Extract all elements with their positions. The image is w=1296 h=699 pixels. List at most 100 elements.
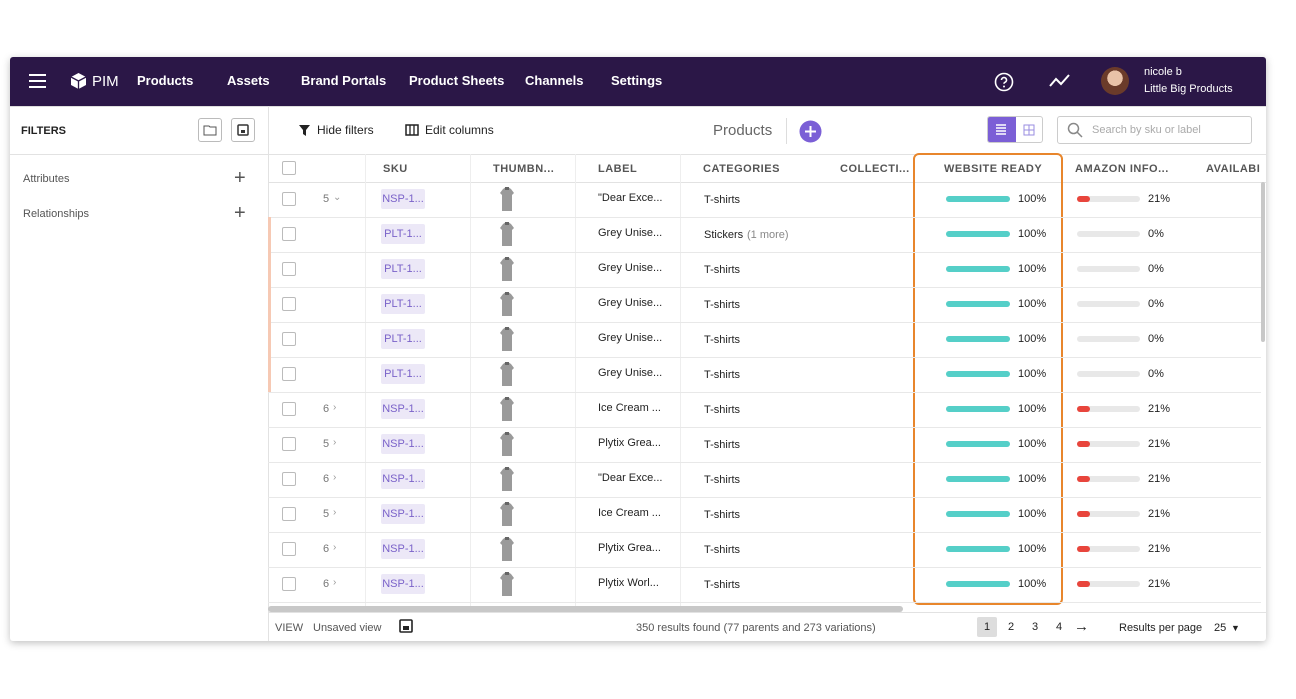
product-label[interactable]: Grey Unise...	[598, 297, 663, 309]
vertical-scrollbar[interactable]	[1261, 182, 1265, 342]
sku-badge[interactable]: NSP-1...	[381, 574, 425, 594]
row-checkbox[interactable]	[282, 507, 296, 521]
product-label[interactable]: Plytix Worl...	[598, 577, 659, 589]
product-label[interactable]: Plytix Grea...	[598, 437, 661, 449]
nav-item[interactable]: Brand Portals	[301, 73, 387, 88]
progress-bar	[946, 546, 1010, 552]
product-label[interactable]: Plytix Grea...	[598, 542, 661, 554]
view-toggle[interactable]	[987, 116, 1043, 143]
horizontal-scrollbar[interactable]	[268, 606, 903, 612]
avatar[interactable]	[1101, 67, 1129, 95]
add-filter-button[interactable]: +	[234, 202, 246, 224]
per-page-caret[interactable]: ▼	[1231, 623, 1240, 633]
row-checkbox[interactable]	[282, 227, 296, 241]
nav-item[interactable]: Channels	[525, 73, 584, 88]
category: T-shirts	[704, 334, 741, 346]
per-page-value[interactable]: 25	[1214, 622, 1227, 634]
column-header[interactable]: AMAZON INFO...	[1075, 163, 1169, 175]
category: T-shirts	[704, 369, 741, 381]
page-button[interactable]: 3	[1031, 621, 1039, 633]
row-checkbox[interactable]	[282, 192, 296, 206]
filter-section[interactable]: Attributes	[23, 173, 70, 185]
sku-badge[interactable]: NSP-1...	[381, 469, 425, 489]
nav-item[interactable]: Product Sheets	[409, 73, 505, 88]
save-view-button[interactable]	[399, 619, 413, 633]
product-label[interactable]: Grey Unise...	[598, 262, 663, 274]
sku-badge[interactable]: NSP-1...	[381, 189, 425, 209]
product-label[interactable]: "Dear Exce...	[598, 472, 663, 484]
page-button[interactable]: 4	[1055, 621, 1063, 633]
column-header[interactable]: WEBSITE READY	[944, 163, 1043, 175]
add-filter-button[interactable]: +	[234, 167, 246, 189]
search-box[interactable]	[1057, 116, 1252, 144]
select-all-checkbox[interactable]	[282, 161, 296, 175]
sku-badge[interactable]: PLT-1...	[381, 294, 425, 314]
next-page-button[interactable]: →	[1074, 618, 1089, 635]
sku-badge[interactable]: PLT-1...	[381, 329, 425, 349]
variant-marker	[268, 287, 271, 322]
product-label[interactable]: Grey Unise...	[598, 332, 663, 344]
column-header[interactable]: AVAILABI	[1206, 163, 1261, 175]
analytics-icon[interactable]	[1049, 74, 1071, 88]
variant-count[interactable]: 5	[323, 193, 330, 205]
nav-item[interactable]: Products	[137, 73, 194, 88]
progress-bar	[946, 581, 1010, 587]
row-checkbox[interactable]	[282, 437, 296, 451]
page-button[interactable]: 1	[977, 617, 997, 637]
progress-label: 100%	[1018, 578, 1047, 590]
progress-track	[1077, 231, 1140, 237]
row-divider	[268, 357, 1261, 358]
nav-item[interactable]: Settings	[611, 73, 663, 88]
row-checkbox[interactable]	[282, 472, 296, 486]
page-button[interactable]: 2	[1007, 621, 1015, 633]
variant-count[interactable]: 5	[323, 438, 330, 450]
add-product-button[interactable]	[799, 120, 822, 143]
progress-bar	[946, 476, 1010, 482]
help-icon[interactable]	[994, 72, 1014, 92]
sku-badge[interactable]: PLT-1...	[381, 259, 425, 279]
filter-section[interactable]: Relationships	[23, 208, 90, 220]
product-label[interactable]: Ice Cream ...	[598, 402, 661, 414]
row-divider	[268, 392, 1261, 393]
variant-count[interactable]: 6	[323, 543, 330, 555]
sku-badge[interactable]: PLT-1...	[381, 224, 425, 244]
sku-badge[interactable]: NSP-1...	[381, 399, 425, 419]
row-checkbox[interactable]	[282, 262, 296, 276]
row-checkbox[interactable]	[282, 367, 296, 381]
sku-badge[interactable]: NSP-1...	[381, 434, 425, 454]
expand-chevron: ›	[333, 402, 337, 413]
variant-count[interactable]: 6	[323, 578, 330, 590]
sku-badge[interactable]: NSP-1...	[381, 504, 425, 524]
logo-text[interactable]: PIM	[92, 73, 119, 90]
filter-folder-button[interactable]	[198, 118, 222, 142]
column-header[interactable]: THUMBN...	[493, 163, 555, 175]
sku-badge[interactable]: PLT-1...	[381, 364, 425, 384]
search-placeholder: Search by sku or label	[1092, 124, 1201, 136]
column-header[interactable]: SKU	[383, 163, 408, 175]
product-label[interactable]: Grey Unise...	[598, 367, 663, 379]
save-filter-button[interactable]	[231, 118, 255, 142]
progress-track	[1077, 196, 1140, 202]
nav-item[interactable]: Assets	[227, 73, 270, 88]
hide-filters-button[interactable]: Hide filters	[317, 123, 374, 137]
menu-icon[interactable]	[28, 73, 48, 89]
product-label[interactable]: Ice Cream ...	[598, 507, 661, 519]
view-label: VIEW	[275, 622, 304, 634]
row-checkbox[interactable]	[282, 542, 296, 556]
variant-count[interactable]: 6	[323, 473, 330, 485]
column-header[interactable]: CATEGORIES	[703, 163, 780, 175]
product-label[interactable]: "Dear Exce...	[598, 192, 663, 204]
edit-columns-button[interactable]: Edit columns	[425, 123, 494, 137]
variant-count[interactable]: 5	[323, 508, 330, 520]
category: T-shirts	[704, 404, 741, 416]
sku-badge[interactable]: NSP-1...	[381, 539, 425, 559]
product-label[interactable]: Grey Unise...	[598, 227, 663, 239]
column-header[interactable]: LABEL	[598, 163, 638, 175]
row-checkbox[interactable]	[282, 332, 296, 346]
view-name[interactable]: Unsaved view	[313, 622, 382, 634]
row-checkbox[interactable]	[282, 297, 296, 311]
row-checkbox[interactable]	[282, 402, 296, 416]
variant-count[interactable]: 6	[323, 403, 330, 415]
column-header[interactable]: COLLECTI...	[840, 163, 910, 175]
row-checkbox[interactable]	[282, 577, 296, 591]
